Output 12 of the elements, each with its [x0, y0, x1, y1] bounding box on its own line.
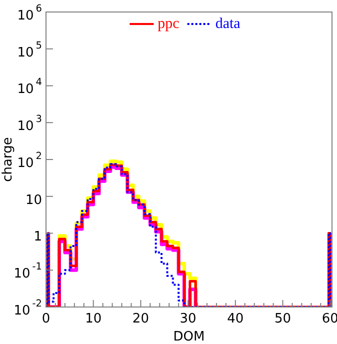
x-tick-label: 0 [42, 311, 50, 326]
legend-label: ppc [158, 16, 180, 32]
legend-label: data [215, 16, 241, 32]
y-tick-label: 10 [25, 192, 42, 208]
x-axis-title: DOM [173, 329, 205, 344]
x-tick-label: 30 [180, 311, 196, 326]
x-tick-label: 10 [85, 311, 102, 326]
x-tick-label: 40 [227, 311, 244, 326]
y-axis-title: charge [0, 137, 16, 182]
x-tick-label: 50 [274, 311, 292, 326]
y-tick-label: 1 [34, 230, 42, 245]
x-tick-label: 20 [132, 311, 149, 326]
